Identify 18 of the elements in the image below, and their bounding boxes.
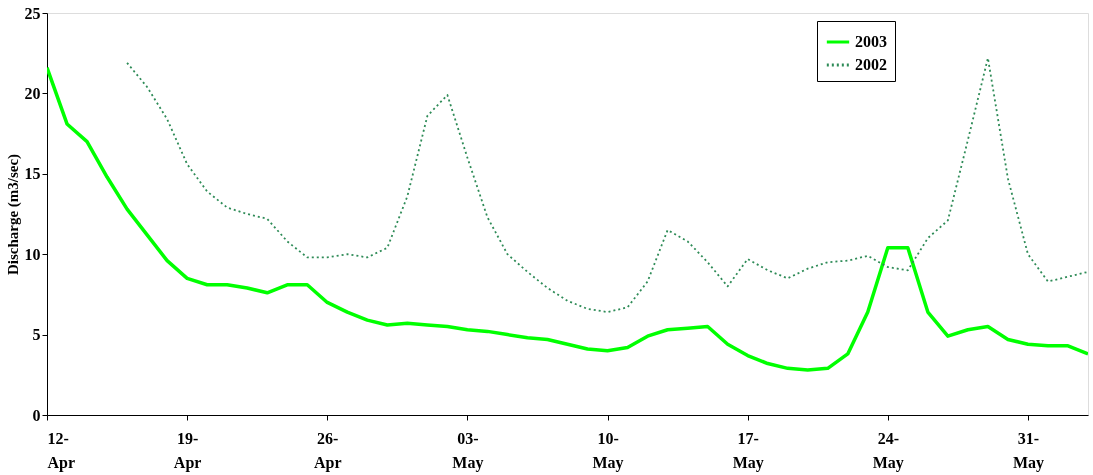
x-tick-label: 03- May bbox=[452, 429, 484, 472]
x-tick-label: 10- May bbox=[592, 429, 624, 472]
y-tick-label: 15 bbox=[24, 165, 41, 183]
x-tick-label: 17- May bbox=[732, 429, 764, 472]
x-tick-label: 19- Apr bbox=[173, 429, 202, 472]
x-tick-label: 24- May bbox=[872, 429, 904, 472]
y-axis-title: Discharge (m3/sec) bbox=[4, 153, 22, 276]
y-tick-label: 0 bbox=[32, 406, 41, 424]
legend-label: 2003 bbox=[855, 33, 887, 50]
y-tick-label: 10 bbox=[24, 245, 41, 263]
x-tick-label: 31- May bbox=[1012, 429, 1044, 472]
y-tick-label: 20 bbox=[24, 84, 41, 102]
x-tick-label: 12- Apr bbox=[47, 429, 76, 472]
x-tick-label: 26- Apr bbox=[313, 429, 342, 472]
y-tick-label: 25 bbox=[24, 4, 41, 22]
legend-label: 2002 bbox=[855, 56, 887, 73]
line-series bbox=[126, 57, 1088, 313]
y-tick-label: 5 bbox=[32, 326, 41, 344]
